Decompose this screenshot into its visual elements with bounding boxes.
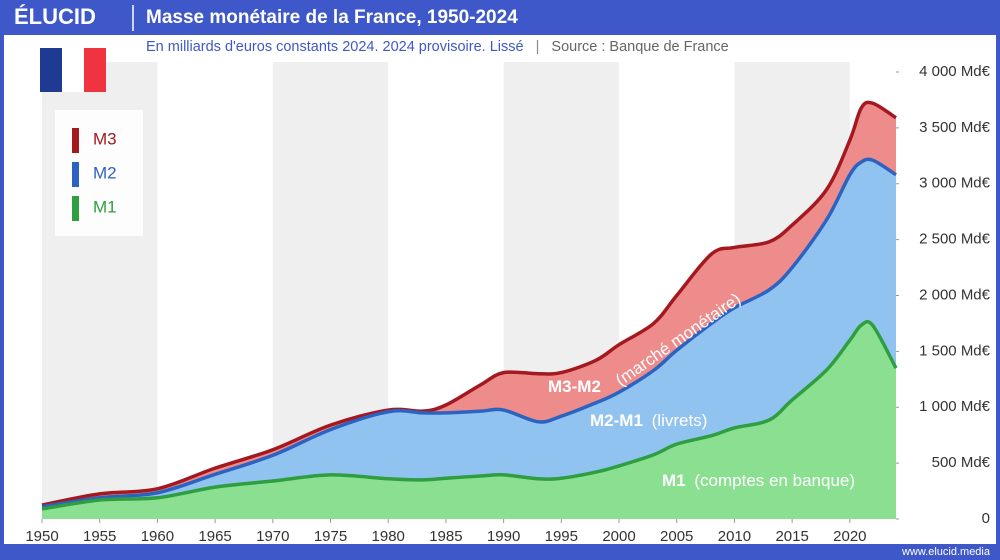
x-tick-label: 2005 xyxy=(660,528,693,545)
line xyxy=(41,157,897,509)
annotation-label: M3-M2 xyxy=(548,377,601,396)
flag xyxy=(40,48,106,92)
line xyxy=(41,100,897,507)
footer: www.elucid.media xyxy=(901,546,991,558)
x-tick-label: 1985 xyxy=(429,528,462,545)
x-tick-label: 1975 xyxy=(314,528,347,545)
subtitle: En milliards d'euros constants 2024. 202… xyxy=(146,39,729,55)
y-tick-label: 3 000 Md€ xyxy=(919,175,991,192)
x-tick-label: 2000 xyxy=(602,528,635,545)
x-tick-label: 1960 xyxy=(141,528,174,545)
chart-title: Masse monétaire de la France, 1950-2024 xyxy=(146,7,518,28)
x-tick-label: 1995 xyxy=(545,528,578,545)
x-tick-label: 1990 xyxy=(487,528,520,545)
annotation: M2-M1 (livrets) xyxy=(590,411,707,430)
legend-box xyxy=(55,110,143,236)
legend-label: M1 xyxy=(93,197,117,216)
annotation: M1 (comptes en banque) xyxy=(662,471,855,490)
axes: 0 500 Md€ 1 000 Md€ 1 500 Md€ 2 000 Md€ 2 500… xyxy=(25,63,990,545)
legend: M3 M2 M1 xyxy=(72,128,117,221)
annotation-text: (livrets) xyxy=(652,411,708,430)
separator: | xyxy=(536,39,540,55)
x-tick-label: 1955 xyxy=(83,528,116,545)
annotation-text: (comptes en banque) xyxy=(694,471,855,490)
legend-label: M3 xyxy=(93,129,117,148)
x-tick-label: 1970 xyxy=(256,528,289,545)
legend-swatch xyxy=(72,128,79,153)
line xyxy=(41,319,898,511)
y-tick-label: 0 xyxy=(982,510,990,527)
logo: ÉLUCID xyxy=(14,4,96,29)
y-tick-label: 1 500 Md€ xyxy=(919,342,991,359)
annotation: M3-M2 xyxy=(548,377,601,396)
source: Source : Banque de France xyxy=(551,39,728,55)
area xyxy=(42,159,896,519)
x-tick-label: 1980 xyxy=(372,528,405,545)
legend-swatch xyxy=(72,162,79,187)
legend-swatch xyxy=(72,196,79,221)
y-tick-label: 3 500 Md€ xyxy=(919,119,991,136)
flag-white xyxy=(62,48,84,92)
x-tick-label: 2015 xyxy=(775,528,808,545)
legend-label: M2 xyxy=(93,163,117,182)
x-tick-label: 2020 xyxy=(833,528,866,545)
annotation-label: M1 xyxy=(662,471,686,490)
flag-red xyxy=(84,48,106,92)
y-tick-label: 500 Md€ xyxy=(932,454,991,471)
y-tick-label: 1 000 Md€ xyxy=(919,398,991,415)
x-tick-label: 1950 xyxy=(25,528,58,545)
x-tick-label: 2010 xyxy=(718,528,751,545)
y-tick-label: 2 000 Md€ xyxy=(919,286,991,303)
y-tick-label: 4 000 Md€ xyxy=(919,63,991,80)
lines xyxy=(41,100,898,511)
flag-blue xyxy=(40,48,62,92)
x-tick-label: 1965 xyxy=(198,528,231,545)
area xyxy=(42,321,896,519)
y-tick-label: 2 500 Md€ xyxy=(919,231,991,248)
annotation-label: M2-M1 xyxy=(590,411,643,430)
areas xyxy=(42,102,896,519)
subtitle-text: En milliards d'euros constants 2024. 202… xyxy=(146,39,524,55)
